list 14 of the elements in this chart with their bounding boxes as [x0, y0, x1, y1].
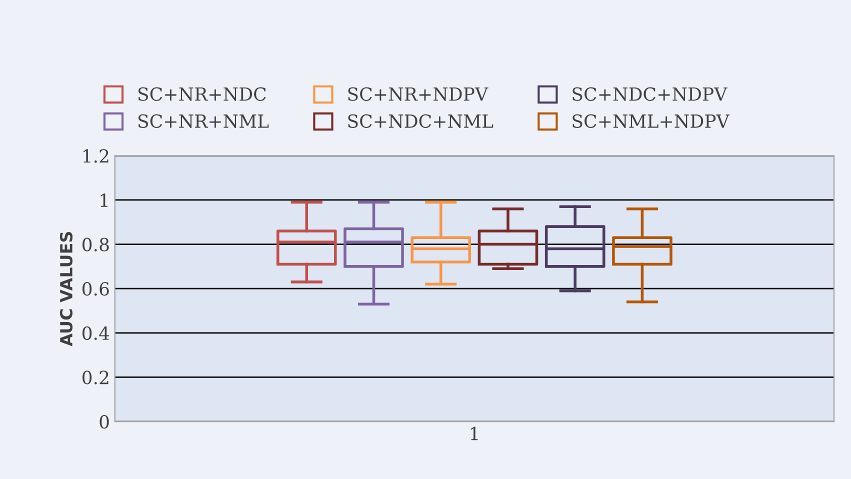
legend-label: SC+NDC+NML	[348, 114, 494, 128]
y-tick-label: 0	[100, 414, 109, 429]
y-tick-label: 0.4	[82, 326, 110, 340]
y-tick-label: 0.8	[82, 238, 109, 252]
y-axis-title: AUC VALUES	[60, 232, 73, 346]
y-tick-label: 0.2	[82, 370, 108, 384]
y-tick-label: 1	[100, 193, 108, 207]
legend-label: SC+NR+NDPV	[348, 87, 488, 101]
y-tick-label: 1.2	[84, 149, 108, 163]
legend-label: SC+NML+NDPV	[572, 114, 730, 128]
legend-label: SC+NDC+NDPV	[572, 87, 728, 101]
legend-label: SC+NR+NML	[138, 114, 269, 128]
y-tick-label: 0.6	[82, 282, 109, 296]
legend-label: SC+NR+NDC	[138, 87, 266, 101]
